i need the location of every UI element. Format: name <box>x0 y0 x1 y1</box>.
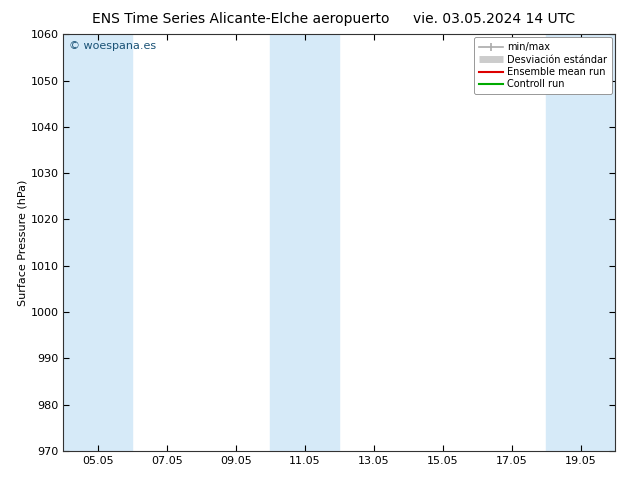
Bar <box>270 34 339 451</box>
Bar <box>63 34 133 451</box>
Text: ENS Time Series Alicante-Elche aeropuerto: ENS Time Series Alicante-Elche aeropuert… <box>92 12 390 26</box>
Text: © woespana.es: © woespana.es <box>69 41 156 50</box>
Bar <box>546 34 615 451</box>
Text: vie. 03.05.2024 14 UTC: vie. 03.05.2024 14 UTC <box>413 12 576 26</box>
Y-axis label: Surface Pressure (hPa): Surface Pressure (hPa) <box>18 179 28 306</box>
Legend: min/max, Desviación estándar, Ensemble mean run, Controll run: min/max, Desviación estándar, Ensemble m… <box>474 37 612 94</box>
